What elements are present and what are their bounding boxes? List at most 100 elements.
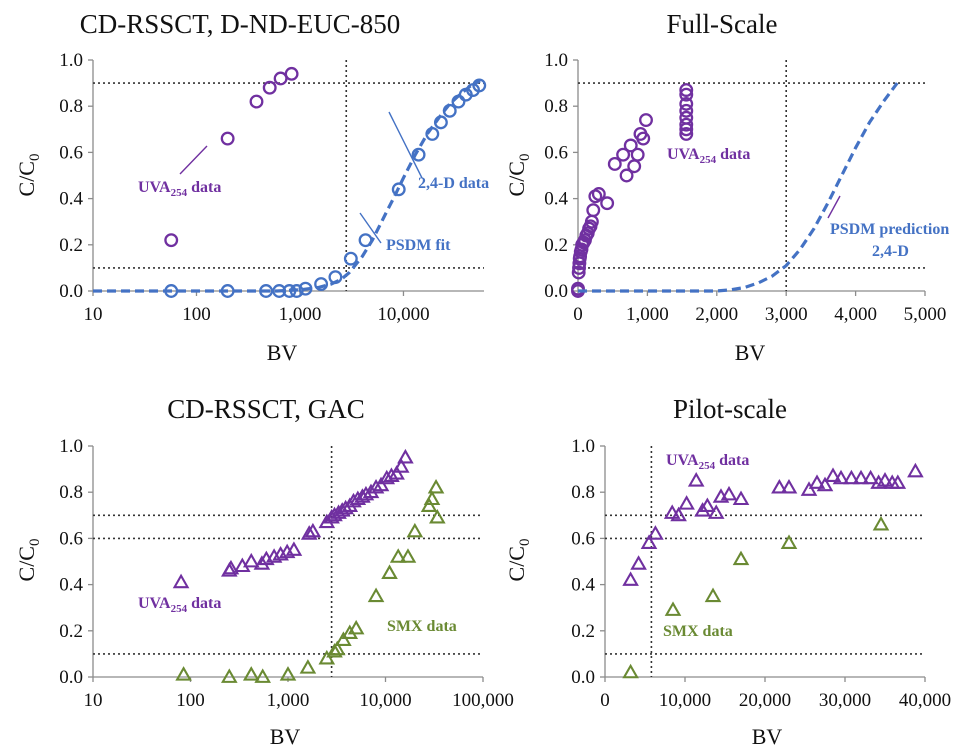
data-point (259, 284, 273, 298)
data-point (427, 478, 445, 494)
data-point (872, 515, 890, 531)
data-point (732, 490, 750, 506)
data-point (262, 80, 277, 95)
y-axis-title: C/C0 (14, 154, 43, 197)
data-point (889, 474, 907, 489)
y-tick-label: 0.0 (544, 281, 568, 302)
data-point (663, 504, 681, 519)
x-tick-label: 10 (84, 690, 103, 711)
chart-panel-cd-rssct-euc850: CD-RSSCT, D-ND-EUC-850 BV C/C0 UVA254 da… (14, 9, 489, 365)
data-point (326, 642, 343, 658)
annotation-psdm-fit: PSDM fit (386, 237, 451, 254)
x-tick-label: 100 (176, 690, 205, 711)
annotation-leader-line (179, 145, 208, 175)
data-point (330, 504, 347, 519)
x-tick-label: 10,000 (659, 690, 711, 711)
data-point (362, 483, 380, 499)
x-tick-label: 10,000 (359, 690, 411, 711)
data-point (253, 555, 271, 570)
data-point (616, 147, 631, 162)
x-tick-label: 1,000 (267, 690, 310, 711)
data-point (318, 513, 336, 529)
y-tick-label: 0.6 (59, 528, 83, 549)
data-point (907, 462, 924, 478)
data-point (411, 147, 426, 162)
x-axis-title: BV (735, 340, 766, 365)
data-point (284, 66, 299, 81)
data-point (314, 277, 329, 292)
annotation-24d: 2,4-D (872, 243, 909, 260)
x-tick-label: 100,000 (452, 690, 514, 711)
data-point (272, 284, 287, 298)
data-point (343, 251, 358, 266)
data-point (591, 187, 606, 201)
data-point (333, 502, 351, 517)
y-axis-title: C/C0 (14, 539, 43, 582)
data-point (571, 281, 585, 296)
data-point (771, 478, 788, 494)
y-tick-label: 0.4 (59, 189, 83, 210)
data-point (647, 525, 664, 540)
y-tick-label: 0.8 (544, 96, 568, 117)
data-point (664, 601, 682, 616)
data-point (335, 631, 352, 646)
data-point (429, 508, 446, 524)
data-point (391, 182, 406, 197)
data-point (357, 485, 375, 501)
y-tick-label: 0.4 (59, 575, 83, 596)
data-point (272, 545, 289, 561)
annotation-uva254: UVA254 data (138, 595, 221, 615)
x-tick-label: 0 (573, 304, 583, 325)
x-tick-label: 1,000 (279, 304, 322, 325)
data-point (399, 548, 417, 563)
chart-title: CD-RSSCT, D-ND-EUC-850 (80, 9, 401, 39)
data-point (304, 522, 322, 538)
chart-panel-full-scale: Full-Scale BV C/C0 UVA254 data PSDM pred… (504, 9, 949, 365)
y-tick-label: 0.2 (59, 235, 83, 256)
chart-title: CD-RSSCT, GAC (167, 394, 365, 424)
data-point (832, 469, 850, 485)
data-point (687, 472, 705, 487)
y-tick-label: 0.0 (59, 667, 83, 688)
y-tick-label: 0.4 (544, 189, 568, 210)
y-tick-label: 0.2 (544, 235, 568, 256)
data-point (318, 649, 336, 665)
data-point (397, 448, 414, 464)
x-tick-label: 10,000 (377, 304, 429, 325)
data-point (372, 476, 390, 492)
data-point (679, 126, 694, 141)
data-point (328, 640, 346, 656)
data-point (220, 131, 235, 146)
data-point (285, 541, 303, 556)
data-point (392, 458, 410, 473)
data-point (639, 113, 653, 128)
y-tick-label: 0.0 (571, 667, 595, 688)
x-tick-label: 4,000 (834, 304, 877, 325)
y-tick-label: 0.8 (59, 96, 83, 117)
x-tick-label: 5,000 (904, 304, 947, 325)
data-point (323, 508, 340, 524)
data-point (326, 506, 343, 522)
annotation-uva254: UVA254 data (667, 146, 750, 166)
data-point (381, 564, 398, 579)
data-point (265, 548, 283, 563)
x-tick-label: 3,000 (765, 304, 808, 325)
y-tick-label: 0.6 (59, 142, 83, 163)
data-point (279, 666, 297, 681)
data-point (600, 196, 615, 211)
data-point (816, 476, 834, 492)
annotation-smx: SMX data (387, 618, 457, 635)
data-point (300, 525, 318, 540)
data-point (249, 94, 264, 109)
data-point (707, 504, 725, 519)
data-point (780, 478, 798, 494)
data-point (347, 619, 365, 635)
data-point (679, 96, 694, 111)
y-tick-label: 1.0 (544, 50, 568, 71)
data-point (679, 83, 694, 97)
model-curve (93, 79, 481, 293)
chart-panel-pilot-scale: Pilot-scale BV C/C0 UVA254 data SMX data… (504, 394, 951, 747)
y-axis-title: C/C0 (504, 539, 533, 582)
data-point (299, 659, 317, 674)
data-point (870, 474, 887, 489)
